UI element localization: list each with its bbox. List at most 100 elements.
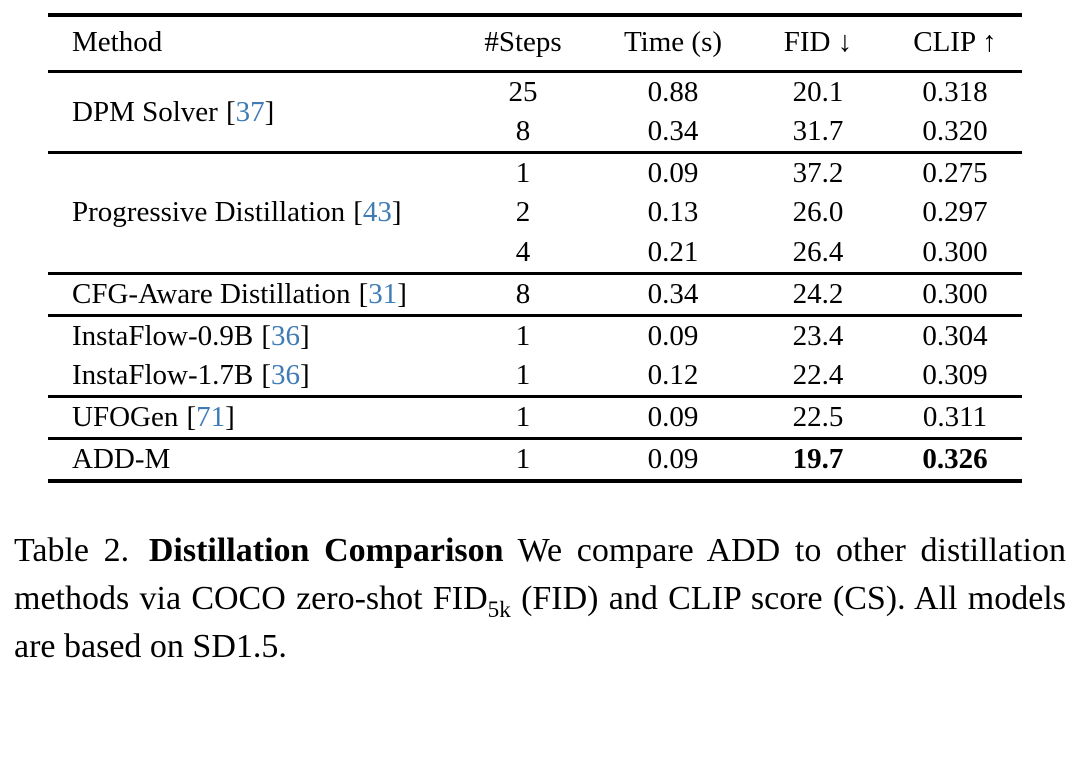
caption-body-1: We compare ADD to other distillation met…	[14, 532, 1066, 618]
cell-time: 0.09	[598, 313, 748, 356]
distillation-comparison-table: Method #Steps Time (s) FID ↓ CLIP ↑ DPM …	[48, 13, 1022, 484]
cell-fid-best: 19.7	[748, 437, 888, 482]
method-label: InstaFlow-0.9B	[72, 319, 254, 352]
citation: [31]	[359, 278, 407, 310]
cell-steps: 1	[448, 313, 598, 356]
method-label: UFOGen	[72, 400, 179, 433]
bracket-open: [	[353, 196, 363, 229]
citation-link[interactable]: 31	[368, 277, 398, 310]
cell-steps: 25	[508, 76, 538, 109]
cell-steps: 2	[515, 196, 531, 229]
caption-fid-subscript: 5k	[487, 596, 511, 623]
bracket-close: ]	[300, 319, 310, 352]
bracket-open: [	[261, 319, 272, 352]
section-progressive-distillation: Progressive Distillation [43] 1 0.09 37.2…	[48, 151, 1022, 274]
cell-time: 0.09	[598, 394, 748, 439]
method-label: InstaFlow-1.7B	[72, 358, 254, 391]
section-instaflow: InstaFlow-0.9B [36] 1 0.09 23.4 0.304 Ins…	[48, 313, 1022, 397]
table-row: UFOGen [71] 1 0.09 22.5 0.311	[48, 394, 1022, 439]
cell-clip: 0.318	[922, 76, 988, 109]
cell-fid: 22.5	[748, 394, 888, 439]
section-dpm-solver: DPM Solver [37] 25 0.88 20.1 0.318 8 0.34…	[48, 72, 1022, 153]
cell-fid: 26.0	[792, 196, 844, 229]
table-row: InstaFlow-0.9B [36] 1 0.09 23.4 0.304	[48, 313, 1022, 356]
citation-link[interactable]: 43	[362, 196, 392, 229]
cell-clip: 0.304	[888, 313, 1022, 356]
cell-fid: 22.4	[792, 358, 844, 391]
table-row: Progressive Distillation [43] 1 0.09 37.2…	[48, 151, 1022, 274]
method-label: ADD-M	[72, 443, 171, 476]
method-cell-instaflow-17b: InstaFlow-1.7B [36]	[48, 356, 448, 397]
citation-link[interactable]: 37	[235, 95, 265, 128]
cell-clip: 0.300	[922, 235, 988, 268]
section-cfg-aware-distillation: CFG-Aware Distillation [31] 8 0.34 24.2 0…	[48, 271, 1022, 316]
cell-time: 0.88	[647, 76, 699, 109]
column-header-fid: FID ↓	[748, 15, 888, 74]
cell-fid: 23.4	[748, 313, 888, 356]
citation: [37]	[226, 96, 274, 128]
cell-steps: 1	[448, 151, 598, 194]
citation-link[interactable]: 36	[271, 358, 301, 391]
column-header-time: Time (s)	[598, 15, 748, 74]
section-ufogen: UFOGen [71] 1 0.09 22.5 0.311	[48, 394, 1022, 439]
cell-clip: 0.275	[888, 151, 1022, 194]
table-row: ADD-M 1 0.09 19.7 0.326	[48, 437, 1022, 482]
bracket-close: ]	[397, 277, 407, 310]
table-row: InstaFlow-1.7B [36] 1 0.12 22.4 0.309	[48, 356, 1022, 397]
cell-steps: 1	[515, 358, 531, 391]
bracket-open: [	[358, 277, 369, 310]
cell-steps: 8	[515, 115, 531, 148]
method-cell-cfg-aware-distillation: CFG-Aware Distillation [31]	[48, 271, 448, 316]
citation: [36]	[261, 359, 309, 391]
bracket-open: [	[186, 400, 197, 433]
bracket-close: ]	[300, 358, 310, 391]
bracket-close: ]	[225, 400, 235, 433]
bracket-close: ]	[391, 196, 402, 229]
column-header-method: Method	[48, 15, 448, 74]
cell-fid: 31.7	[792, 115, 844, 148]
cell-steps: 8	[448, 271, 598, 316]
method-label: DPM Solver	[72, 95, 218, 128]
citation: [36]	[261, 320, 309, 352]
caption-title: Distillation Comparison	[148, 532, 504, 570]
column-header-clip: CLIP ↑	[888, 15, 1022, 74]
table-row: DPM Solver [37] 25 0.88 20.1 0.318	[48, 72, 1022, 128]
table-row: 8 0.34 31.7 0.320	[48, 112, 1022, 153]
cell-time: 0.12	[647, 358, 699, 391]
method-label: CFG-Aware Distillation	[72, 277, 351, 310]
cell-clip: 0.311	[888, 394, 1022, 439]
caption-label: Table 2.	[14, 532, 130, 570]
cell-clip: 0.309	[922, 358, 988, 391]
method-cell-dpm-solver: DPM Solver [37]	[48, 72, 448, 153]
cell-time: 0.34	[598, 271, 748, 316]
cell-time: 0.13	[647, 196, 699, 229]
citation-link[interactable]: 36	[271, 319, 301, 352]
cell-clip: 0.320	[922, 115, 988, 148]
table-caption: Table 2. Distillation Comparison We comp…	[14, 527, 1066, 671]
table-row: CFG-Aware Distillation [31] 8 0.34 24.2 0…	[48, 271, 1022, 316]
cell-steps: 4	[515, 235, 531, 268]
method-cell-progressive-distillation: Progressive Distillation [43]	[48, 151, 448, 274]
header-row: Method #Steps Time (s) FID ↓ CLIP ↑	[48, 15, 1022, 74]
cell-steps: 1	[448, 394, 598, 439]
bracket-close: ]	[264, 95, 275, 128]
cell-clip-best: 0.326	[888, 437, 1022, 482]
cell-time: 0.34	[647, 115, 699, 148]
caption-body-2: (FID) and CLIP score (CS). All models ar…	[14, 580, 1066, 666]
section-add-m: ADD-M 1 0.09 19.7 0.326	[48, 437, 1022, 482]
table-row: 4 0.21 26.4 0.300	[48, 233, 1022, 274]
bracket-open: [	[225, 95, 236, 128]
cell-clip: 0.300	[888, 271, 1022, 316]
citation: [43]	[353, 196, 401, 228]
cell-clip: 0.297	[922, 196, 988, 229]
method-cell-add-m: ADD-M	[48, 437, 448, 482]
cell-steps: 1	[448, 437, 598, 482]
citation: [71]	[186, 401, 234, 433]
cell-time: 0.09	[598, 437, 748, 482]
cell-time: 0.21	[647, 235, 699, 268]
paper-figure: Method #Steps Time (s) FID ↓ CLIP ↑ DPM …	[0, 13, 1080, 671]
cell-fid: 20.1	[792, 76, 844, 109]
table-row: 2 0.13 26.0 0.297	[48, 193, 1022, 232]
citation-link[interactable]: 71	[196, 400, 226, 433]
column-header-steps: #Steps	[448, 15, 598, 74]
